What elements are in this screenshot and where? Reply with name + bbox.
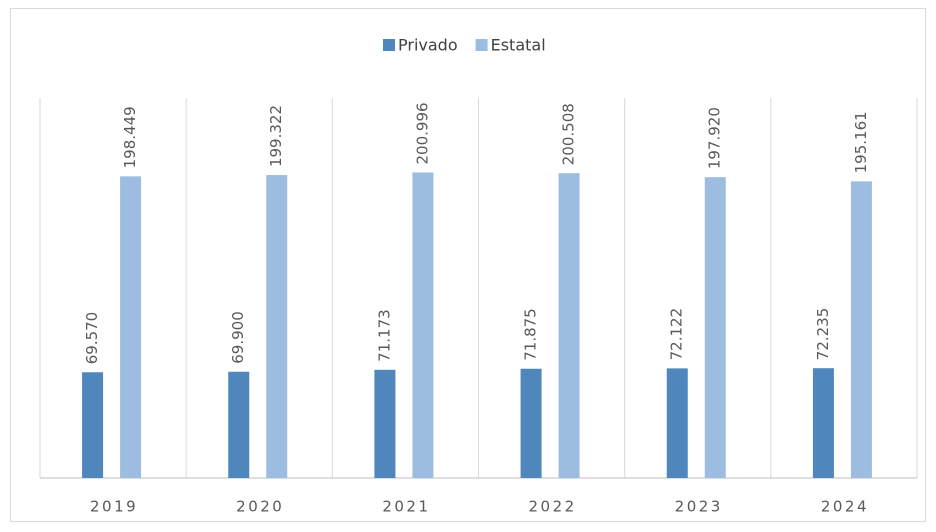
legend-label: Privado xyxy=(398,36,458,55)
data-label: 71.173 xyxy=(375,309,393,362)
chart-frame xyxy=(10,8,926,522)
bar xyxy=(850,181,872,478)
x-tick-label: 2020 xyxy=(236,498,284,516)
bar xyxy=(666,368,688,478)
x-tick-label: 2021 xyxy=(382,498,430,516)
bar xyxy=(812,368,834,478)
data-label: 200.508 xyxy=(560,103,578,165)
data-label: 200.996 xyxy=(413,102,431,164)
data-label: 199.322 xyxy=(267,105,285,167)
data-label: 195.161 xyxy=(852,111,870,173)
x-tick-label: 2023 xyxy=(675,498,723,516)
data-label: 69.900 xyxy=(229,311,247,364)
legend-swatch xyxy=(475,39,488,51)
x-tick-label: 2024 xyxy=(821,498,869,516)
bar xyxy=(266,175,288,478)
bar xyxy=(228,371,250,478)
bar xyxy=(412,172,434,478)
x-tick-label: 2019 xyxy=(90,498,138,516)
legend-swatch xyxy=(383,39,395,51)
data-label: 71.875 xyxy=(522,308,540,361)
data-label: 72.122 xyxy=(668,308,686,361)
data-label: 197.920 xyxy=(706,107,724,169)
bar xyxy=(120,176,142,478)
legend-label: Estatal xyxy=(491,36,546,55)
data-label: 198.449 xyxy=(121,106,139,168)
x-tick-label: 2022 xyxy=(528,498,576,516)
data-label: 72.235 xyxy=(814,308,832,361)
bar xyxy=(520,368,542,478)
bar xyxy=(704,177,726,478)
bar xyxy=(82,372,104,478)
bar xyxy=(374,369,396,478)
bar xyxy=(558,173,580,478)
data-label: 69.570 xyxy=(83,312,101,365)
